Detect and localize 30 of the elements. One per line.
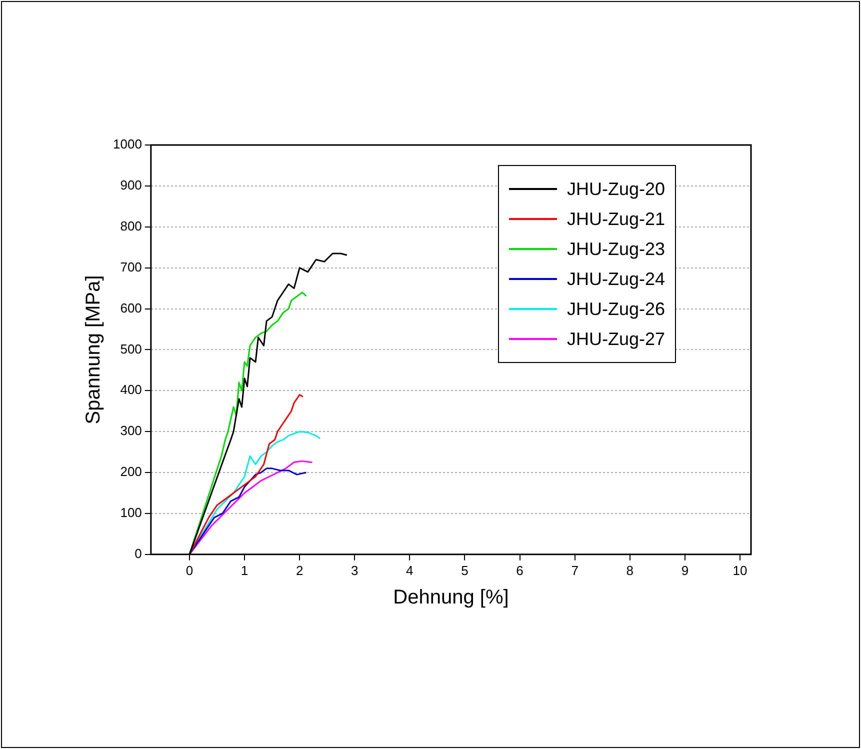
legend-label: JHU-Zug-20 <box>567 178 666 200</box>
legend-label: JHU-Zug-23 <box>567 238 666 260</box>
y-tick-label: 400 <box>120 382 142 398</box>
x-tick-label: 4 <box>406 562 414 578</box>
y-tick-label: 0 <box>134 546 142 561</box>
y-axis-title: Spannung [MPa] <box>82 275 105 424</box>
x-tick-label: 5 <box>461 562 468 578</box>
legend-label: JHU-Zug-27 <box>567 328 666 350</box>
y-tick-label: 500 <box>120 341 142 356</box>
x-tick-label: 3 <box>351 562 358 578</box>
y-tick-label: 100 <box>120 505 142 520</box>
x-tick-label: 2 <box>296 562 304 578</box>
x-tick-label: 1 <box>240 562 248 578</box>
x-tick-label: 0 <box>186 562 194 578</box>
x-axis-title: Dehnung [%] <box>393 586 509 609</box>
y-tick-label: 800 <box>120 218 142 234</box>
y-tick-label: 300 <box>120 423 142 438</box>
y-tick-label: 200 <box>120 464 142 480</box>
x-tick-label: 6 <box>516 562 524 578</box>
legend-label: JHU-Zug-24 <box>567 268 666 290</box>
y-tick-label: 1000 <box>113 136 142 152</box>
legend-label: JHU-Zug-21 <box>567 208 666 230</box>
y-tick-label: 700 <box>120 259 142 274</box>
x-tick-label: 7 <box>571 562 578 578</box>
y-tick-label: 600 <box>120 300 142 316</box>
legend-label: JHU-Zug-26 <box>567 298 666 320</box>
x-tick-label: 10 <box>732 562 748 578</box>
y-tick-label: 900 <box>120 178 142 193</box>
x-tick-label: 9 <box>681 562 689 578</box>
x-tick-label: 8 <box>626 562 634 578</box>
